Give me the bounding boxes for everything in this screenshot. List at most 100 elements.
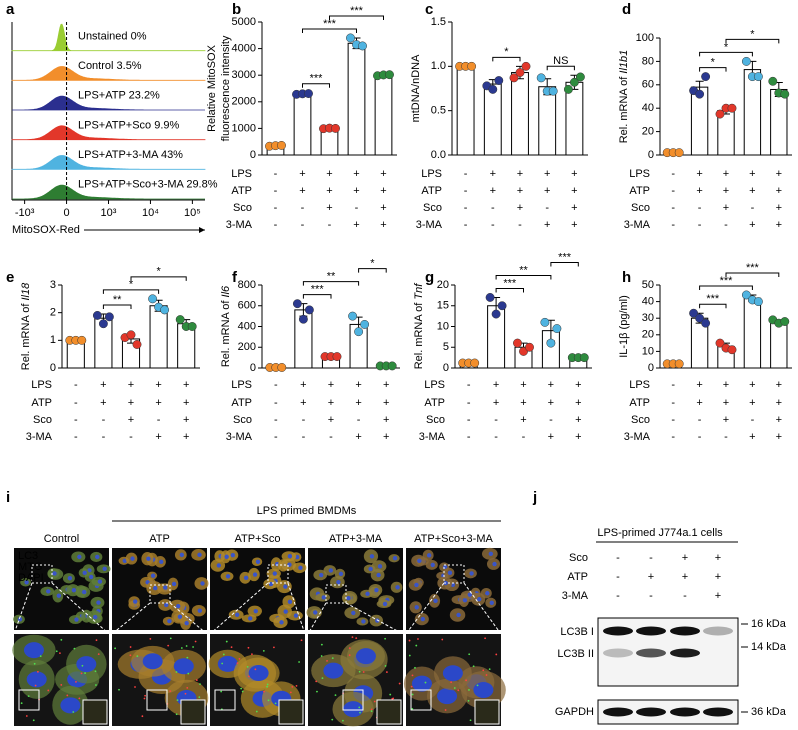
puncta	[424, 681, 427, 684]
significance-label: *	[129, 279, 134, 291]
puncta	[73, 647, 76, 650]
nucleus	[462, 597, 468, 603]
data-point	[521, 61, 531, 71]
inset	[376, 699, 402, 725]
data-point	[780, 317, 790, 326]
puncta	[358, 670, 361, 673]
nucleus	[414, 605, 419, 610]
nucleus	[243, 575, 249, 581]
puncta	[59, 652, 61, 654]
nucleus	[467, 592, 472, 597]
condition-mark: +	[544, 219, 550, 231]
nucleus	[184, 620, 189, 626]
puncta	[240, 687, 243, 690]
condition-label: 3-MA	[419, 431, 446, 443]
puncta	[385, 671, 388, 673]
puncta	[254, 668, 257, 671]
data-point	[348, 311, 358, 321]
condition-mark: -	[467, 397, 471, 409]
x-tick-label: -10³	[15, 207, 35, 219]
puncta	[47, 689, 50, 692]
condition-mark: +	[300, 397, 306, 409]
significance-bracket	[102, 289, 160, 294]
bar	[770, 88, 788, 156]
condition-mark: +	[776, 219, 782, 231]
puncta	[143, 697, 146, 700]
y-tick-label: 1.0	[431, 60, 446, 72]
condition-mark: +	[723, 202, 729, 214]
nucleus	[153, 585, 158, 591]
condition-mark: +	[575, 431, 581, 443]
condition-mark: +	[749, 379, 755, 391]
condition-label: Sco	[233, 414, 252, 426]
band	[670, 707, 700, 717]
puncta	[408, 654, 411, 657]
y-tick-label: 20	[642, 329, 654, 341]
nucleus	[248, 665, 269, 682]
condition-mark: +	[575, 414, 581, 426]
condition-label: 3-MA	[624, 219, 651, 231]
significance-label: *	[750, 28, 755, 40]
puncta	[468, 689, 470, 691]
condition-mark: +	[696, 168, 702, 180]
condition-mark: -	[751, 414, 755, 426]
puncta	[198, 696, 201, 699]
y-axis-label: Rel. mRNA of Il6	[220, 285, 232, 367]
condition-mark: -	[302, 414, 306, 426]
condition-mark: -	[357, 414, 361, 426]
nucleus	[437, 688, 458, 705]
y-axis-label-text: Rel. mRNA of	[220, 297, 232, 367]
condition-mark: +	[155, 431, 161, 443]
condition-mark: +	[328, 414, 334, 426]
band	[670, 626, 700, 636]
condition-mark: +	[355, 397, 361, 409]
panel-letter: i	[6, 489, 10, 506]
puncta	[94, 670, 97, 673]
condition-mark: +	[715, 590, 721, 602]
nucleus	[216, 563, 222, 568]
condition-label: Sco	[569, 552, 588, 564]
condition-mark: -	[274, 379, 278, 391]
panel-letter: g	[425, 269, 434, 286]
y-tick-label: 100	[636, 32, 654, 44]
significance-label: **	[519, 264, 528, 276]
zoom-box	[149, 584, 171, 604]
nucleus	[253, 608, 258, 614]
puncta	[450, 681, 453, 684]
column-title: ATP	[149, 533, 170, 545]
nucleus	[171, 581, 177, 587]
y-tick-label: 2	[50, 307, 56, 319]
significance-bracket	[495, 287, 524, 293]
y-axis-label: Rel. mRNA of Il18	[20, 282, 32, 370]
zoom-guide	[405, 582, 445, 635]
condition-label: ATP	[567, 571, 588, 583]
significance-label: ***	[311, 284, 325, 296]
x-tick-label: 10³	[101, 207, 117, 219]
nucleus	[477, 597, 482, 602]
nucleus	[485, 591, 490, 596]
condition-label: 3-MA	[26, 431, 53, 443]
panel-letter: b	[232, 1, 241, 18]
puncta	[141, 715, 144, 718]
ridge	[12, 95, 205, 111]
data-point	[360, 319, 370, 329]
data-point	[98, 319, 108, 329]
data-point	[470, 358, 480, 368]
condition-mark: -	[491, 202, 495, 214]
nucleus	[283, 609, 288, 614]
condition-mark: -	[724, 431, 728, 443]
y-tick-label: 400	[238, 320, 256, 332]
nucleus	[200, 581, 205, 586]
nucleus	[414, 582, 419, 588]
puncta	[20, 702, 23, 705]
nucleus	[287, 599, 293, 605]
puncta	[185, 645, 188, 647]
puncta	[95, 639, 98, 642]
band-label: GAPDH	[555, 706, 594, 718]
puncta	[144, 694, 146, 697]
y-tick-label: 30	[642, 312, 654, 324]
y-axis-label-text: mtDNA/nDNA	[410, 54, 422, 123]
data-point	[579, 353, 589, 363]
condition-label: LPS	[424, 379, 445, 391]
nucleus	[179, 552, 185, 558]
